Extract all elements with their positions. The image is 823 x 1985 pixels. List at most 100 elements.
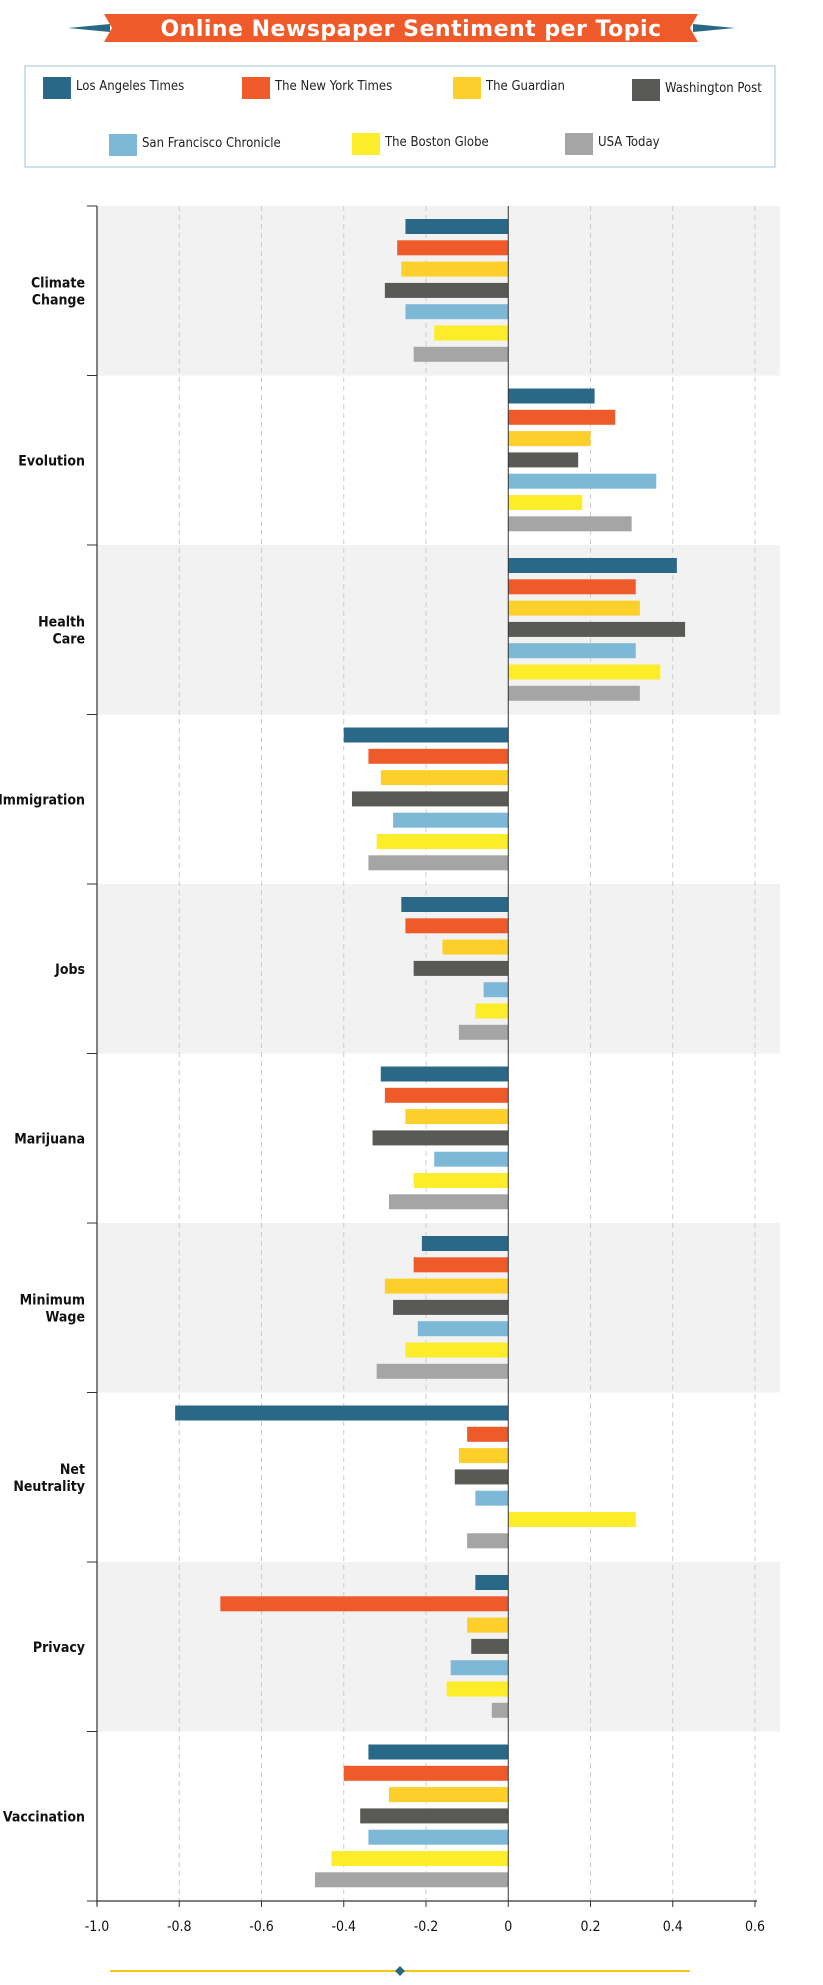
bar xyxy=(405,1342,509,1358)
category-label: Immigration xyxy=(0,792,85,808)
category-label: Vaccination xyxy=(3,1809,85,1825)
legend-label: San Francisco Chronicle xyxy=(142,136,281,151)
bar xyxy=(421,1236,509,1251)
bar xyxy=(314,1872,509,1888)
bar xyxy=(491,1702,509,1718)
bar xyxy=(508,558,677,573)
bar xyxy=(413,960,509,976)
x-tick-label: -1.0 xyxy=(85,1919,110,1935)
category-label: Privacy xyxy=(33,1640,85,1656)
bar xyxy=(454,1469,509,1485)
bar xyxy=(508,452,579,468)
bar xyxy=(442,939,509,955)
bar xyxy=(388,1787,509,1803)
bar xyxy=(508,643,636,659)
bars xyxy=(175,219,686,1888)
chart-title: Online Newspaper Sentiment per Topic xyxy=(160,17,661,42)
footer-marker xyxy=(395,1966,405,1976)
bar xyxy=(220,1596,509,1612)
legend-swatch xyxy=(242,77,270,99)
bar xyxy=(384,1278,509,1294)
legend-swatch xyxy=(43,77,71,99)
bar xyxy=(508,600,640,616)
legend-swatch xyxy=(565,133,593,155)
category-label: Change xyxy=(32,292,85,308)
bar xyxy=(368,1744,509,1760)
category-band xyxy=(97,1562,780,1732)
bar xyxy=(508,516,632,532)
bar xyxy=(351,791,509,807)
bar xyxy=(508,388,595,404)
bar xyxy=(384,1087,509,1103)
footer-decoration xyxy=(110,1966,690,1976)
legend-label: The Boston Globe xyxy=(384,135,489,150)
bar xyxy=(401,261,509,277)
bar xyxy=(413,1173,509,1188)
category-bands xyxy=(97,206,780,1732)
legend-label: Los Angeles Times xyxy=(76,79,184,94)
bar xyxy=(397,240,509,256)
bar xyxy=(388,1194,509,1210)
bar xyxy=(475,1003,509,1019)
title-left-arrow xyxy=(68,24,110,32)
x-tick-label: 0.6 xyxy=(745,1919,765,1935)
bar xyxy=(360,1808,509,1824)
x-tick-label: -0.8 xyxy=(167,1919,192,1935)
bar xyxy=(405,219,509,234)
bar xyxy=(467,1617,509,1633)
bar xyxy=(175,1405,509,1421)
bar xyxy=(401,897,509,912)
bar xyxy=(368,1829,509,1845)
legend-swatch xyxy=(352,133,380,155)
bar xyxy=(405,918,509,934)
bar xyxy=(508,431,591,447)
category-label: Neutrality xyxy=(13,1479,85,1495)
legend-label: The New York Times xyxy=(274,79,392,94)
category-label: Minimum xyxy=(20,1292,85,1308)
bar xyxy=(508,473,657,489)
bar xyxy=(467,1426,509,1442)
bar xyxy=(471,1638,509,1654)
bar xyxy=(508,685,640,701)
bar xyxy=(508,1512,636,1527)
category-label: Jobs xyxy=(54,962,85,978)
bar xyxy=(393,812,509,828)
bar xyxy=(376,834,509,849)
x-tick-label: 0.2 xyxy=(580,1919,600,1935)
x-tick-label: -0.4 xyxy=(331,1919,356,1935)
title-right-arrow xyxy=(693,24,735,32)
bar xyxy=(508,621,686,637)
category-label: Marijuana xyxy=(14,1131,85,1147)
bar xyxy=(483,982,509,998)
bar xyxy=(413,346,509,362)
bar xyxy=(380,770,509,786)
axes xyxy=(87,205,757,1907)
legend-swatch xyxy=(109,134,137,156)
bar xyxy=(380,1066,509,1082)
bar xyxy=(508,664,661,680)
legend-label: The Guardian xyxy=(485,79,565,94)
bar xyxy=(405,304,509,320)
bar xyxy=(343,727,509,743)
bar xyxy=(508,579,636,595)
title-ribbon xyxy=(104,14,698,42)
bar xyxy=(450,1660,509,1676)
bar xyxy=(508,409,616,425)
legend-label: Washington Post xyxy=(665,81,762,96)
bar xyxy=(393,1299,509,1315)
bar xyxy=(405,1109,509,1125)
x-tick-label: -0.2 xyxy=(414,1919,439,1935)
category-label: Health xyxy=(38,614,85,630)
gridlines xyxy=(178,206,756,1901)
bar xyxy=(458,1448,509,1464)
bar xyxy=(413,1257,509,1273)
category-label: Care xyxy=(53,631,86,647)
bar xyxy=(467,1533,509,1549)
category-label: Wage xyxy=(46,1309,85,1325)
bar xyxy=(475,1575,509,1590)
bar xyxy=(475,1490,509,1506)
x-tick-labels: -1.0 -0.8 -0.6 -0.4 -0.2 0 0.2 0.4 0.6 xyxy=(85,1919,765,1935)
title-banner: Online Newspaper Sentiment per Topic xyxy=(68,14,735,42)
